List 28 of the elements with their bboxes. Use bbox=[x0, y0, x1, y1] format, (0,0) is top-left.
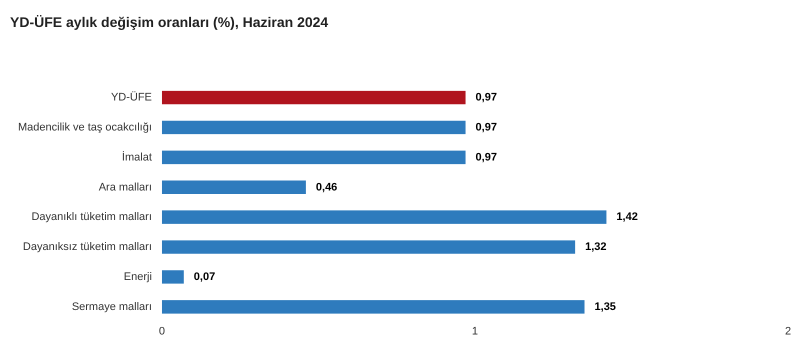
data-label: 0,07 bbox=[194, 270, 216, 283]
bar bbox=[162, 270, 184, 284]
y-tick-label: İmalat bbox=[122, 150, 152, 164]
bar bbox=[162, 150, 466, 164]
data-label: 0,97 bbox=[476, 92, 497, 104]
bar bbox=[162, 90, 466, 104]
data-label: 0,97 bbox=[476, 121, 497, 134]
y-tick-label: Sermaye malları bbox=[72, 300, 152, 313]
y-tick-label: Dayanıklı tüketim malları bbox=[31, 211, 152, 224]
y-tick-label: Ara malları bbox=[98, 181, 152, 194]
bar bbox=[162, 240, 576, 254]
chart-title: YD-ÜFE aylık değişim oranları (%), Haziran 2024 bbox=[9, 13, 330, 32]
data-label: 1,32 bbox=[585, 241, 607, 254]
y-tick-label: YD-ÜFE bbox=[110, 90, 152, 104]
y-tick-label: Madencilik ve taş ocakcılığı bbox=[18, 121, 152, 134]
bar bbox=[162, 120, 466, 134]
bar bbox=[162, 210, 606, 224]
x-tick-label: 1 bbox=[472, 325, 478, 338]
bar bbox=[162, 300, 585, 314]
data-label: 1,42 bbox=[616, 211, 638, 224]
x-tick-label: 0 bbox=[158, 325, 165, 338]
y-tick-label: Dayanıksız tüketim malları bbox=[22, 241, 152, 254]
data-label: 1,35 bbox=[594, 300, 616, 313]
data-label: 0,46 bbox=[316, 181, 338, 194]
y-tick-label: Enerji bbox=[124, 270, 152, 283]
bar bbox=[162, 180, 306, 194]
x-tick-label: 2 bbox=[784, 325, 792, 338]
data-label: 0,97 bbox=[476, 151, 497, 164]
